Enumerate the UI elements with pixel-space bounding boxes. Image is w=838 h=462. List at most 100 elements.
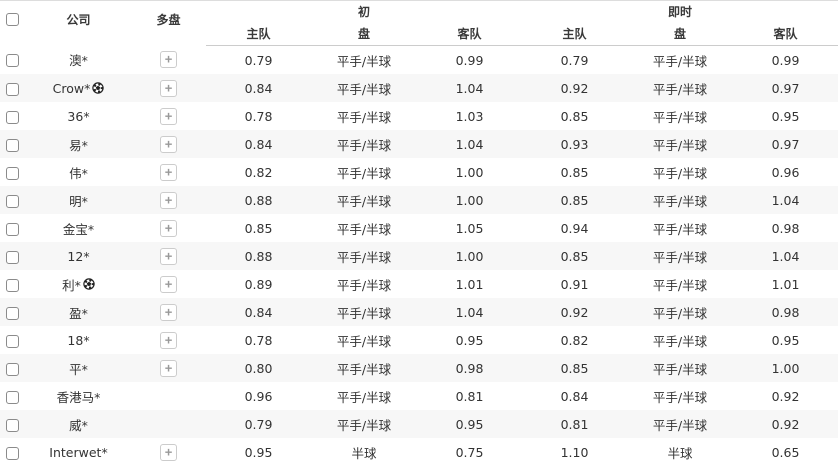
expand-multi-odds-button[interactable]: +: [160, 163, 177, 181]
initial-away-odds: 1.00: [455, 192, 484, 208]
table-row: 金宝* + 0.85 平手/半球 1.05 0.94 平手/半球 0.98: [0, 214, 838, 242]
plus-icon: +: [164, 332, 173, 347]
live-home-odds: 0.82: [560, 332, 589, 348]
header-checkbox-cell: [0, 1, 26, 46]
plus-icon: +: [164, 444, 173, 459]
live-handicap: 半球: [667, 445, 693, 461]
expand-multi-odds-button[interactable]: +: [160, 107, 177, 125]
initial-handicap: 平手/半球: [336, 249, 392, 265]
plus-icon: +: [164, 248, 173, 263]
expand-multi-odds-button[interactable]: +: [160, 135, 177, 153]
initial-away-odds: 0.75: [455, 444, 484, 460]
live-handicap: 平手/半球: [652, 221, 708, 237]
row-checkbox[interactable]: [6, 138, 19, 152]
row-checkbox-cell: [0, 102, 26, 130]
initial-away-odds: 0.81: [455, 388, 484, 404]
row-checkbox[interactable]: [6, 250, 19, 264]
row-checkbox-cell: [0, 354, 26, 382]
multi-odds-cell: +: [131, 354, 206, 382]
plus-icon: +: [164, 276, 173, 291]
live-away-odds: 0.98: [771, 220, 800, 236]
initial-handicap: 平手/半球: [336, 81, 392, 97]
multi-odds-cell: +: [131, 270, 206, 298]
expand-multi-odds-button[interactable]: +: [160, 443, 177, 461]
row-checkbox[interactable]: [6, 446, 19, 460]
initial-away-odds: 1.00: [455, 164, 484, 180]
company-name: 12*: [67, 248, 90, 264]
live-home-odds: 0.85: [560, 164, 589, 180]
row-checkbox[interactable]: [6, 110, 19, 124]
expand-multi-odds-button[interactable]: +: [160, 275, 177, 293]
initial-handicap: 平手/半球: [336, 305, 392, 321]
company-name: 平*: [69, 361, 88, 377]
live-away-odds: 0.65: [771, 444, 800, 460]
row-checkbox[interactable]: [6, 54, 19, 68]
table-row: 18* + 0.78 平手/半球 0.95 0.82 平手/半球 0.95: [0, 326, 838, 354]
row-checkbox[interactable]: [6, 418, 19, 432]
expand-multi-odds-button[interactable]: +: [160, 51, 177, 69]
row-checkbox-cell: [0, 382, 26, 410]
live-away-odds: 0.96: [771, 164, 800, 180]
select-all-checkbox[interactable]: [6, 13, 19, 27]
initial-handicap: 平手/半球: [336, 333, 392, 349]
live-handicap: 平手/半球: [652, 165, 708, 181]
row-checkbox[interactable]: [6, 166, 19, 180]
company-cell: 12*: [26, 242, 131, 270]
initial-home-odds: 0.84: [244, 136, 273, 152]
initial-handicap: 平手/半球: [336, 361, 392, 377]
row-checkbox[interactable]: [6, 306, 19, 320]
live-home-odds: 0.85: [560, 248, 589, 264]
row-checkbox[interactable]: [6, 194, 19, 208]
live-away-odds: 0.92: [771, 388, 800, 404]
row-checkbox-cell: [0, 46, 26, 75]
row-checkbox[interactable]: [6, 82, 19, 96]
expand-multi-odds-button[interactable]: +: [160, 79, 177, 97]
live-home-odds: 0.85: [560, 108, 589, 124]
company-name: 香港马*: [56, 389, 101, 405]
table-row: 盈* + 0.84 平手/半球 1.04 0.92 平手/半球 0.98: [0, 298, 838, 326]
plus-icon: +: [164, 80, 173, 95]
row-checkbox[interactable]: [6, 390, 19, 404]
row-checkbox[interactable]: [6, 222, 19, 236]
live-away-odds: 1.00: [771, 360, 800, 376]
table-row: 利* + 0.89 平手/半球 1.01 0.91 平手/半球 1.01: [0, 270, 838, 298]
column-header-initial-handicap: 盘: [311, 22, 417, 46]
live-home-odds: 1.10: [560, 444, 589, 460]
company-cell: Interwet*: [26, 438, 131, 462]
expand-multi-odds-button[interactable]: +: [160, 331, 177, 349]
column-header-live-home: 主队: [522, 22, 628, 46]
row-checkbox[interactable]: [6, 334, 19, 348]
live-handicap: 平手/半球: [652, 81, 708, 97]
initial-away-odds: 1.04: [455, 304, 484, 320]
plus-icon: +: [164, 108, 173, 123]
column-header-live-away: 客队: [733, 22, 838, 46]
initial-away-odds: 1.04: [455, 80, 484, 96]
initial-away-odds: 0.99: [455, 52, 484, 68]
row-checkbox-cell: [0, 326, 26, 354]
live-home-odds: 0.91: [560, 276, 589, 292]
expand-multi-odds-button[interactable]: +: [160, 359, 177, 377]
multi-odds-cell: +: [131, 46, 206, 75]
initial-away-odds: 1.03: [455, 108, 484, 124]
initial-home-odds: 0.79: [244, 416, 273, 432]
company-name: 盈*: [69, 305, 88, 321]
expand-multi-odds-button[interactable]: +: [160, 247, 177, 265]
initial-home-odds: 0.88: [244, 192, 273, 208]
initial-home-odds: 0.79: [244, 52, 273, 68]
row-checkbox-cell: [0, 214, 26, 242]
expand-multi-odds-button[interactable]: +: [160, 191, 177, 209]
expand-multi-odds-button[interactable]: +: [160, 303, 177, 321]
table-row: 36* + 0.78 平手/半球 1.03 0.85 平手/半球 0.95: [0, 102, 838, 130]
multi-odds-cell: +: [131, 382, 206, 410]
company-name: 明*: [69, 193, 88, 209]
expand-multi-odds-button[interactable]: +: [160, 219, 177, 237]
initial-handicap: 平手/半球: [336, 221, 392, 237]
plus-icon: +: [164, 51, 173, 67]
row-checkbox[interactable]: [6, 278, 19, 292]
plus-icon: +: [164, 164, 173, 179]
row-checkbox[interactable]: [6, 362, 19, 376]
initial-handicap: 平手/半球: [336, 389, 392, 405]
live-home-odds: 0.84: [560, 388, 589, 404]
initial-away-odds: 0.95: [455, 416, 484, 432]
